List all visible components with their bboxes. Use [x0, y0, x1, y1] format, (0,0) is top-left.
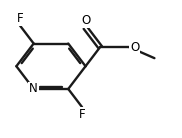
Text: N: N — [29, 82, 38, 95]
Text: O: O — [81, 14, 90, 27]
Text: F: F — [79, 108, 85, 121]
Text: O: O — [130, 41, 139, 54]
Text: F: F — [17, 12, 23, 25]
